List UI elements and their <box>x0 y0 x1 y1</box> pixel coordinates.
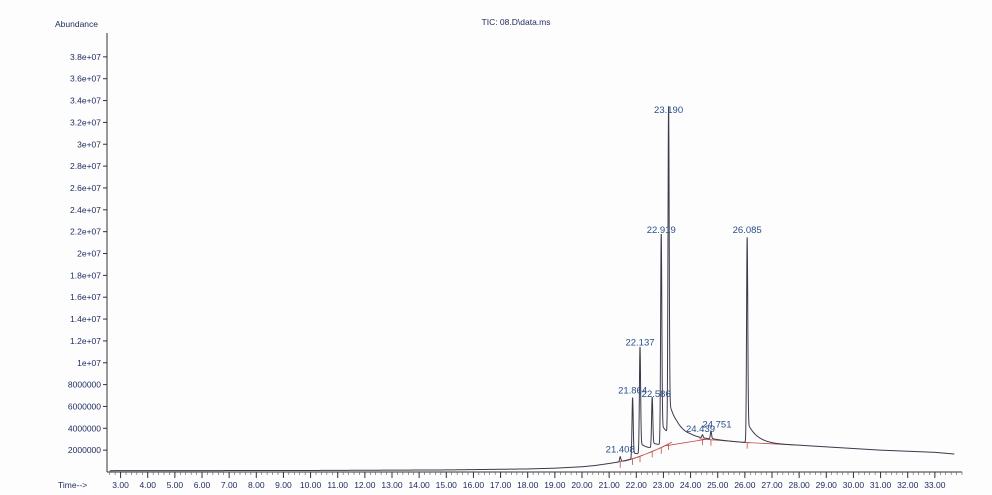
x-tick-label: 23.00 <box>653 480 675 490</box>
x-tick-label: 18.00 <box>517 480 539 490</box>
peak-label: 21.864 <box>618 386 647 397</box>
y-tick-label: 3.8e+07 <box>70 52 101 62</box>
peak-label: 22.586 <box>642 389 671 400</box>
peak-baseline <box>657 441 673 450</box>
y-tick-label: 2000000 <box>68 445 101 455</box>
x-tick-label: 21.00 <box>599 480 621 490</box>
y-tick-label: 1.8e+07 <box>70 270 101 280</box>
peak-label: 21.408 <box>606 445 635 456</box>
x-tick-label: 7.00 <box>221 480 238 490</box>
x-axis: 3.00 4.00 5.00 6.00 7.00 8.00 9.00 10.00 11.00 12… <box>107 471 963 490</box>
x-axis-label: Time--> <box>58 480 87 490</box>
y-tick-label: 1e+07 <box>77 358 101 368</box>
y-tick-label: 1.2e+07 <box>70 336 101 346</box>
x-tick-label: 25.00 <box>707 480 729 490</box>
chart-title: TIC: 08.D\data.ms <box>482 17 551 27</box>
peak-label: 22.137 <box>625 338 654 349</box>
y-tick-label: 8000000 <box>68 380 101 390</box>
y-tick-label: 2.4e+07 <box>70 205 101 215</box>
x-tick-label: 4.00 <box>139 480 156 490</box>
x-tick-label: 30.00 <box>843 480 865 490</box>
y-tick-label: 3e+07 <box>77 139 101 149</box>
x-tick-label: 10.00 <box>300 480 322 490</box>
x-tick-label: 5.00 <box>167 480 184 490</box>
x-tick-label: 33.00 <box>924 480 946 490</box>
x-tick-label: 29.00 <box>816 480 838 490</box>
x-tick-label: 26.00 <box>734 480 756 490</box>
x-tick-label: 12.00 <box>354 480 376 490</box>
x-tick-label: 17.00 <box>490 480 512 490</box>
x-tick-label: 9.00 <box>275 480 292 490</box>
tic-trace <box>109 105 955 472</box>
x-tick-label: 14.00 <box>409 480 431 490</box>
y-tick-label: 2.2e+07 <box>70 227 101 237</box>
x-tick-label: 31.00 <box>870 480 892 490</box>
x-tick-label: 13.00 <box>381 480 403 490</box>
x-tick-label: 20.00 <box>571 480 593 490</box>
x-tick-label: 3.00 <box>112 480 129 490</box>
peak-label: 26.085 <box>733 225 762 236</box>
peak-label: 22.919 <box>647 225 676 236</box>
peak-labels: 21.408 21.864 22.137 22.586 22.919 23.190 24.4… <box>606 105 762 456</box>
peak-baseline <box>665 438 706 447</box>
x-tick-label: 24.00 <box>680 480 702 490</box>
y-tick-label: 3.2e+07 <box>70 117 101 127</box>
y-tick-label: 1.4e+07 <box>70 314 101 324</box>
x-tick-label: 15.00 <box>436 480 458 490</box>
x-tick-label: 28.00 <box>789 480 811 490</box>
x-tick-label: 16.00 <box>463 480 485 490</box>
y-tick-label: 2e+07 <box>77 249 101 259</box>
peak-label: 23.190 <box>654 105 683 116</box>
y-tick-label: 3.4e+07 <box>70 96 101 106</box>
x-tick-label: 8.00 <box>248 480 265 490</box>
x-tick-label: 11.00 <box>327 480 348 490</box>
y-axis: 2000000 4000000 6000000 8000000 1e+07 1.2e+07… <box>68 33 108 472</box>
y-tick-label: 4000000 <box>68 423 101 433</box>
y-axis-label: Abundance <box>55 19 98 29</box>
y-tick-label: 2.8e+07 <box>70 161 101 171</box>
peak-label: 24.439 <box>686 424 715 435</box>
peak-label: 24.751 <box>702 420 731 431</box>
y-tick-label: 6000000 <box>68 401 101 411</box>
x-tick-label: 6.00 <box>194 480 211 490</box>
x-tick-label: 22.00 <box>626 480 648 490</box>
y-tick-label: 1.6e+07 <box>70 292 101 302</box>
x-tick-label: 27.00 <box>761 480 783 490</box>
x-tick-label: 19.00 <box>544 480 566 490</box>
y-tick-label: 2.6e+07 <box>70 183 101 193</box>
integration-baselines <box>616 438 797 468</box>
y-tick-label: 3.6e+07 <box>70 74 101 84</box>
x-tick-label: 32.00 <box>897 480 919 490</box>
